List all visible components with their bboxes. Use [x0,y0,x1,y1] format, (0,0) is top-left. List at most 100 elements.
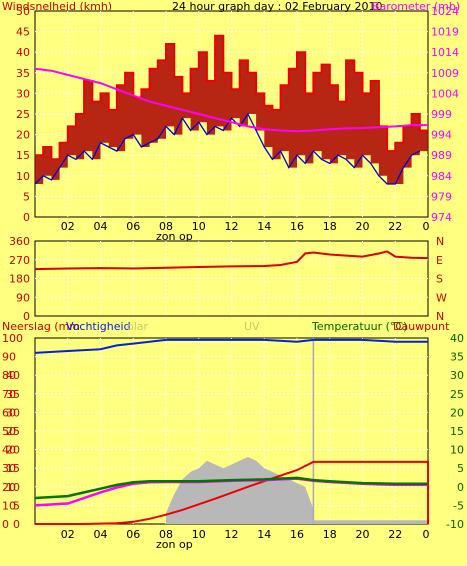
barometer-y-tick-label: 974 [431,211,452,224]
humidity-y-tick-label: 100 [2,332,23,345]
temperature-y-tick-label: 35 [450,351,464,364]
rain-y-tick-label: 40 [6,369,20,382]
rain-y-tick-label: 25 [6,425,20,438]
temperature-y-tick-label: 0 [457,481,464,494]
direction-compass-label: S [436,273,443,286]
humidity-line [34,338,428,354]
dewpoint-axis-label: Dauwpunt [393,320,450,333]
solar-residual-bar [313,520,428,524]
direction-y-ticks: 0 90 180 270 360 [9,235,30,323]
uv-axis-label: UV [244,320,260,333]
humidity-y-tick-label: 0 [2,518,9,531]
wind-gust-line [35,34,428,161]
wind-y-tick-label: 5 [23,190,30,203]
rain-axis-label: Neerslag (mm [2,320,80,333]
humidity-y-tick-label: 50 [2,425,16,438]
wind-x-tick-label: 16 [290,220,304,233]
wind-y-tick-label: 10 [16,170,30,183]
wind-series [34,34,428,185]
rain-y-tick-label: 5 [13,499,20,512]
wind-x-tick-label: 14 [257,220,271,233]
direction-y-tick-label: 180 [9,273,30,286]
humidity-y-tick-label: 30 [2,462,16,475]
temperature-line [34,476,428,500]
wind-panel: 0 5 10 15 20 25 30 35 40 45 50 974 979 984 989 994 999 1… [2,0,460,243]
barometer-y-tick-label: 999 [431,108,452,121]
direction-y-tick-label: 360 [9,235,30,248]
direction-y-tick-label: 90 [16,291,30,304]
wind-y-tick-label: 0 [23,211,30,224]
climate-x-tick-label: 14 [257,528,271,541]
humidity-y-tick-label: 20 [2,481,16,494]
wind-y-tick-label: 35 [16,67,30,80]
rain-line [35,460,429,525]
barometer-y-tick-label: 989 [431,149,452,162]
wind-y-tick-label: 25 [16,108,30,121]
rain-y-tick-label: 0 [13,518,20,531]
barometer-y-ticks: 974 979 984 989 994 999 1004 1009 1014 1019 1024 [431,5,459,224]
climate-x-tick-label: 06 [126,528,140,541]
humidity-y-tick-label: 80 [2,369,16,382]
wind-y-tick-label: 45 [16,26,30,39]
temperature-y-tick-label: -5 [453,499,464,512]
temperature-y-tick-label: 10 [450,444,464,457]
climate-x-tick-label: 08 [159,528,173,541]
barometer-y-tick-label: 1019 [431,26,459,39]
wind-x-tick-label: 08 [159,220,173,233]
temperature-y-tick-label: 5 [457,462,464,475]
humidity-y-tick-label: 60 [2,406,16,419]
wind-y-tick-label: 15 [16,149,30,162]
barometer-axis-label: Barometer (mb) [372,0,460,13]
direction-y-tick-label: 270 [9,254,30,267]
direction-series [34,250,429,271]
climate-x-tick-label: 22 [388,528,402,541]
wind-y-tick-label: 50 [16,5,30,18]
temperature-y-tick-label: -10 [446,518,464,531]
temperature-y-tick-label: 20 [450,406,464,419]
rain-y-tick-label: 10 [6,481,20,494]
rain-y-tick-label: 35 [6,388,20,401]
direction-compass-label: N [436,235,444,248]
wind-x-tick-label: 04 [94,220,108,233]
wind-x-tick-label: 20 [356,220,370,233]
direction-grid [35,241,428,316]
barometer-y-tick-label: 994 [431,129,452,142]
climate-x-tick-label: 12 [225,528,239,541]
rain-y-tick-label: 30 [6,406,20,419]
climate-x-tick-label: 0 [423,528,430,541]
wind-x-tick-label: 10 [192,220,206,233]
climate-sunrise-label: zon op [156,538,193,551]
barometer-y-tick-label: 1009 [431,67,459,80]
climate-x-tick-label: 16 [290,528,304,541]
wind-x-tick-label: 18 [323,220,337,233]
wind-direction-line [34,250,429,271]
direction-y-tick-label: 0 [23,310,30,323]
solar-axis-label: olar [127,320,149,333]
direction-compass-label: W [436,291,447,304]
wind-x-tick-label: 12 [225,220,239,233]
wind-x-tick-label: 0 [423,220,430,233]
wind-y-tick-label: 40 [16,46,30,59]
temperature-axis-label: Temperatuur (°C) [311,320,407,333]
barometer-y-tick-label: 1014 [431,46,459,59]
barometer-line [34,67,428,133]
climate-x-tick-label: 10 [192,528,206,541]
temperature-y-tick-label: 30 [450,369,464,382]
barometer-y-tick-label: 979 [431,190,452,203]
rain-y-ticks: 0 5 10 15 20 25 30 35 40 [6,369,20,531]
barometer-y-tick-label: 984 [431,170,452,183]
humidity-y-tick-label: 90 [2,351,16,364]
barometer-y-tick-label: 1004 [431,87,459,100]
humidity-y-tick-label: 70 [2,388,16,401]
temperature-y-tick-label: 40 [450,332,464,345]
climate-series [34,338,429,525]
humidity-y-tick-label: 10 [2,499,16,512]
climate-x-tick-label: 20 [356,528,370,541]
rain-y-tick-label: 20 [6,444,20,457]
temperature-y-tick-label: 25 [450,388,464,401]
temperature-y-ticks: -10 -5 0 5 10 15 20 25 30 35 40 [446,332,464,531]
